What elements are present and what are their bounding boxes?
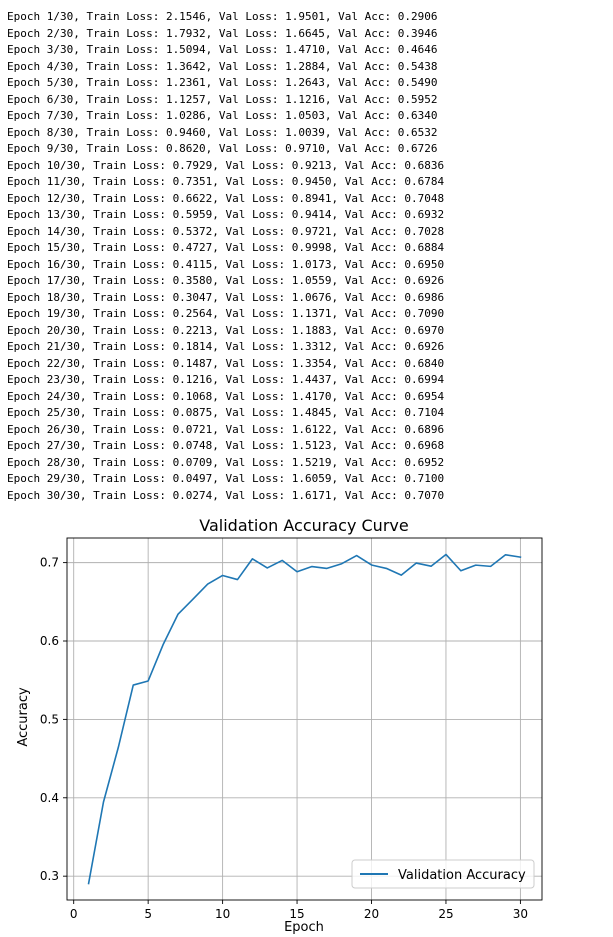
x-axis-ticks: 0 5 10 15 20 25 30 — [70, 900, 528, 921]
validation-accuracy-line — [87, 553, 522, 885]
data-point — [266, 567, 268, 569]
log-line: Epoch 13/30, Train Loss: 0.5959, Val Los… — [7, 208, 445, 221]
log-line: Epoch 30/30, Train Loss: 0.0274, Val Los… — [7, 488, 445, 502]
log-line: Epoch 2/30, Train Loss: 1.7932, Val Loss… — [7, 26, 438, 40]
data-point — [118, 746, 120, 748]
log-line: Epoch 11/30, Train Loss: 0.7351, Val Los… — [7, 175, 445, 188]
log-line: Epoch 20/30, Train Loss: 0.2213, Val Los… — [7, 323, 445, 337]
data-point — [371, 564, 373, 566]
data-point — [162, 644, 164, 646]
x-tick-label: 15 — [289, 907, 304, 921]
data-point — [296, 571, 298, 573]
log-line: Epoch 4/30, Train Loss: 1.3642, Val Loss… — [7, 59, 438, 73]
data-point — [400, 574, 402, 576]
data-point — [311, 566, 313, 568]
log-line: Epoch 16/30, Train Loss: 0.4115, Val Los… — [7, 257, 445, 271]
data-point — [430, 565, 432, 567]
legend-label: Validation Accuracy — [398, 868, 526, 883]
data-point — [147, 680, 149, 682]
data-point — [252, 558, 254, 560]
x-tick-label: 5 — [144, 907, 152, 921]
legend: Validation Accuracy — [351, 859, 535, 889]
data-point — [326, 568, 328, 570]
x-tick-label: 25 — [438, 907, 453, 921]
log-line: Epoch 5/30, Train Loss: 1.2361, Val Loss… — [7, 76, 438, 89]
log-line: Epoch 10/30, Train Loss: 0.7929, Val Los… — [7, 158, 445, 172]
data-point — [237, 579, 239, 581]
grid-lines — [67, 538, 542, 900]
y-axis-label: Accuracy — [16, 687, 31, 747]
training-log: Epoch 1/30, Train Loss: 2.1546, Val Loss… — [7, 9, 444, 504]
data-point — [475, 564, 477, 566]
log-line: Epoch 21/30, Train Loss: 0.1814, Val Los… — [7, 340, 445, 353]
y-axis-ticks: 0.3 0.4 0.5 0.6 0.7 — [40, 556, 67, 883]
y-tick-label: 0.5 — [40, 712, 59, 726]
log-line: Epoch 3/30, Train Loss: 1.5094, Val Loss… — [7, 43, 438, 56]
chart-title: Validation Accuracy Curve — [199, 516, 408, 535]
log-line: Epoch 26/30, Train Loss: 0.0721, Val Los… — [7, 422, 445, 436]
x-axis-label: Epoch — [284, 920, 324, 935]
log-line: Epoch 1/30, Train Loss: 2.1546, Val Loss… — [7, 10, 438, 23]
log-line: Epoch 17/30, Train Loss: 0.3580, Val Los… — [7, 274, 445, 287]
data-point — [207, 583, 209, 585]
data-point — [103, 801, 105, 803]
data-point — [222, 575, 224, 577]
data-point — [460, 570, 462, 572]
data-point — [88, 883, 90, 885]
data-point — [192, 599, 194, 601]
log-line: Epoch 23/30, Train Loss: 0.1216, Val Los… — [7, 373, 445, 386]
data-point — [490, 566, 492, 568]
data-point — [356, 555, 358, 557]
data-point — [341, 563, 343, 565]
x-tick-label: 0 — [70, 907, 78, 921]
data-point — [132, 684, 134, 686]
data-point — [505, 554, 507, 556]
data-point — [415, 562, 417, 564]
legend-box — [351, 859, 535, 889]
log-line: Epoch 25/30, Train Loss: 0.0875, Val Los… — [7, 406, 445, 419]
y-tick-label: 0.3 — [40, 869, 59, 883]
log-line: Epoch 15/30, Train Loss: 0.4727, Val Los… — [7, 241, 445, 254]
log-line: Epoch 27/30, Train Loss: 0.0748, Val Los… — [7, 439, 445, 452]
log-line: Epoch 18/30, Train Loss: 0.3047, Val Los… — [7, 290, 445, 304]
log-line: Epoch 29/30, Train Loss: 0.0497, Val Los… — [7, 472, 445, 485]
data-point — [445, 554, 447, 556]
log-line: Epoch 19/30, Train Loss: 0.2564, Val Los… — [7, 307, 445, 320]
x-tick-label: 10 — [215, 907, 230, 921]
log-line: Epoch 28/30, Train Loss: 0.0709, Val Los… — [7, 455, 445, 469]
data-point — [520, 556, 522, 558]
data-point — [177, 614, 179, 616]
log-line: Epoch 7/30, Train Loss: 1.0286, Val Loss… — [7, 109, 438, 122]
data-point — [386, 568, 388, 570]
y-tick-label: 0.4 — [40, 791, 59, 805]
y-tick-label: 0.6 — [40, 634, 59, 648]
x-tick-label: 30 — [513, 907, 528, 921]
log-line: Epoch 12/30, Train Loss: 0.6622, Val Los… — [7, 191, 445, 205]
log-line: Epoch 8/30, Train Loss: 0.9460, Val Loss… — [7, 125, 438, 139]
validation-accuracy-chart: Validation Accuracy Curve 0 5 10 15 20 25 30 0… — [16, 516, 543, 935]
series-layer — [87, 553, 522, 885]
log-line: Epoch 9/30, Train Loss: 0.8620, Val Loss… — [7, 142, 438, 155]
log-line: Epoch 24/30, Train Loss: 0.1068, Val Los… — [7, 389, 445, 403]
log-line: Epoch 22/30, Train Loss: 0.1487, Val Los… — [7, 356, 445, 370]
y-tick-label: 0.7 — [40, 556, 59, 570]
data-point — [281, 560, 283, 562]
log-line: Epoch 14/30, Train Loss: 0.5372, Val Los… — [7, 224, 445, 238]
x-tick-label: 20 — [364, 907, 379, 921]
log-line: Epoch 6/30, Train Loss: 1.1257, Val Loss… — [7, 92, 438, 106]
